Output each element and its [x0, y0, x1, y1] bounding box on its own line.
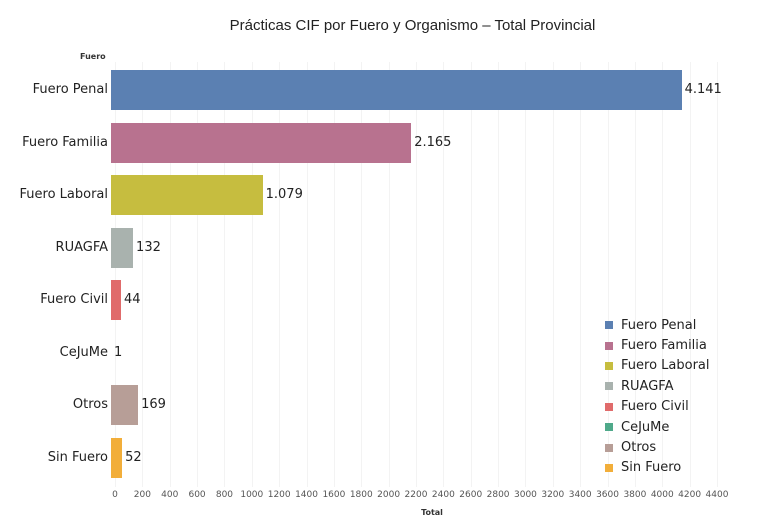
x-tick-label: 600 — [188, 490, 206, 500]
legend-item[interactable]: Fuero Penal — [605, 315, 710, 335]
legend-swatch-icon — [605, 423, 613, 432]
gridline — [553, 62, 554, 487]
legend-swatch-icon — [605, 463, 613, 472]
legend-item[interactable]: Fuero Familia — [605, 335, 710, 355]
value-label: 132 — [136, 239, 161, 255]
x-tick-label: 2400 — [431, 490, 455, 500]
x-axis-title: Total — [421, 508, 443, 517]
value-label: 52 — [125, 449, 142, 465]
x-tick-label: 3800 — [623, 490, 647, 500]
category-label: CeJuMe — [59, 344, 108, 360]
gridline — [142, 62, 143, 487]
x-tick-label: 800 — [215, 490, 234, 500]
gridline — [334, 62, 335, 487]
gridline — [608, 62, 609, 487]
gridline — [580, 62, 581, 487]
legend-label: RUAGFA — [621, 378, 674, 394]
x-tick-label: 1200 — [267, 490, 291, 500]
value-label: 169 — [141, 397, 166, 412]
x-tick-label: 2800 — [486, 490, 510, 500]
gridline — [635, 62, 636, 487]
bar[interactable] — [111, 175, 263, 215]
legend-label: Fuero Penal — [621, 317, 697, 333]
legend-item[interactable]: Fuero Civil — [605, 397, 710, 417]
value-label: 1.079 — [265, 187, 303, 202]
gridline — [498, 62, 499, 487]
gridline — [443, 62, 444, 487]
row-header: Fuero — [80, 52, 106, 61]
legend-item[interactable]: Sin Fuero — [605, 458, 710, 478]
category-label: Sin Fuero — [47, 449, 108, 465]
legend-label: Fuero Laboral — [621, 358, 710, 374]
value-label: 2.165 — [414, 134, 452, 150]
gridline — [170, 62, 171, 487]
gridline — [115, 62, 116, 487]
bar[interactable] — [111, 280, 122, 320]
legend-swatch-icon — [605, 321, 613, 330]
x-tick-label: 0 — [112, 490, 118, 500]
legend-label: Otros — [621, 440, 657, 456]
gridline — [690, 62, 691, 487]
gridline — [662, 62, 663, 487]
x-tick-label: 1400 — [295, 490, 318, 500]
gridline — [361, 62, 362, 487]
legend-swatch-icon — [605, 402, 613, 411]
legend-label: CeJuMe — [621, 419, 670, 435]
bar[interactable] — [111, 70, 682, 110]
x-tick-label: 2200 — [404, 490, 428, 500]
legend-label: Fuero Civil — [621, 399, 689, 415]
category-label: Fuero Familia — [22, 134, 108, 150]
category-label: Fuero Penal — [32, 82, 108, 97]
legend-item[interactable]: Otros — [605, 437, 710, 457]
legend: Fuero Penal Fuero Familia Fuero Laboral RUA… — [605, 315, 710, 478]
x-tick-label: 2600 — [459, 490, 483, 500]
gridline — [471, 62, 472, 487]
legend-item[interactable]: RUAGFA — [605, 376, 710, 396]
x-tick-label: 4400 — [705, 490, 729, 500]
gridline — [525, 62, 526, 487]
category-label: RUAGFA — [55, 239, 108, 255]
legend-item[interactable]: CeJuMe — [605, 417, 710, 437]
category-label: Fuero Civil — [40, 292, 108, 307]
legend-label: Fuero Familia — [621, 338, 707, 354]
chart-title: Prácticas CIF por Fuero y Organismo – To… — [229, 17, 596, 34]
x-tick-label: 4200 — [678, 490, 702, 500]
value-label: 4.141 — [684, 82, 722, 97]
legend-swatch-icon — [605, 341, 613, 350]
bar[interactable] — [111, 437, 123, 478]
value-label: 1 — [114, 344, 123, 360]
x-tick-label: 1600 — [322, 490, 346, 500]
gridline — [252, 62, 253, 487]
x-tick-label: 1800 — [349, 490, 373, 500]
x-tick-label: 4000 — [650, 490, 674, 500]
x-tick-label: 3200 — [541, 490, 565, 500]
gridline — [717, 62, 718, 487]
gridline — [279, 62, 280, 487]
x-tick-label: 2000 — [377, 490, 401, 500]
legend-item[interactable]: Fuero Laboral — [605, 356, 710, 376]
category-label: Fuero Laboral — [19, 187, 109, 202]
x-tick-label: 400 — [161, 490, 179, 500]
gridline — [307, 62, 308, 487]
value-label: 44 — [124, 292, 141, 307]
bar[interactable] — [111, 122, 412, 163]
gridline — [389, 62, 390, 487]
x-tick-label: 1000 — [240, 490, 264, 500]
gridline — [416, 62, 417, 487]
legend-swatch-icon — [605, 443, 613, 452]
legend-swatch-icon — [605, 382, 613, 391]
x-tick-label: 3400 — [568, 490, 592, 500]
gridline — [224, 62, 225, 487]
category-label: Otros — [72, 397, 108, 412]
x-tick-label: 3600 — [596, 490, 619, 500]
x-tick-label: 3000 — [514, 490, 537, 500]
legend-swatch-icon — [605, 361, 613, 370]
legend-label: Sin Fuero — [621, 460, 682, 476]
bar[interactable] — [111, 385, 139, 425]
bar[interactable] — [111, 227, 134, 268]
x-tick-label: 200 — [133, 490, 151, 500]
gridline — [197, 62, 198, 487]
